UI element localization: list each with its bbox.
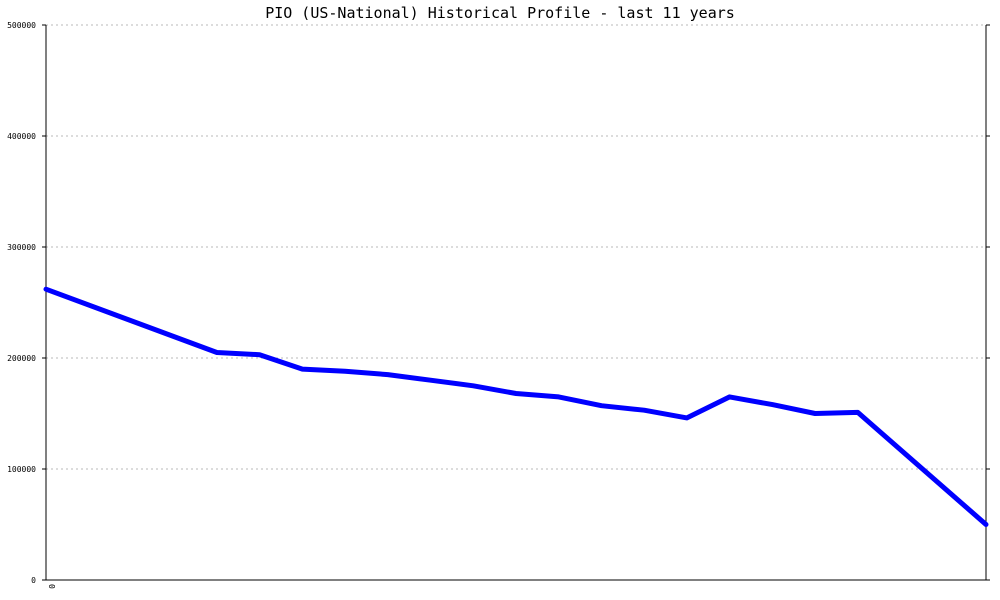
gridlines [46, 24, 986, 470]
y-tick-label: 300000 [7, 243, 36, 252]
y-tick-label: 400000 [7, 132, 36, 141]
y-tick-labels: 0 100000 200000 300000 400000 500000 [7, 21, 36, 585]
x-tick-label: 0 [47, 584, 56, 589]
y-tick-label: 500000 [7, 21, 36, 30]
chart-title: PIO (US-National) Historical Profile - l… [265, 4, 735, 22]
y-tick-label: 0 [31, 576, 36, 585]
y-tick-label: 200000 [7, 354, 36, 363]
x-tick-labels: 0 [47, 584, 56, 589]
series-line [43, 286, 989, 527]
series [43, 286, 989, 527]
y-tick-label: 100000 [7, 465, 36, 474]
axes [42, 24, 990, 581]
